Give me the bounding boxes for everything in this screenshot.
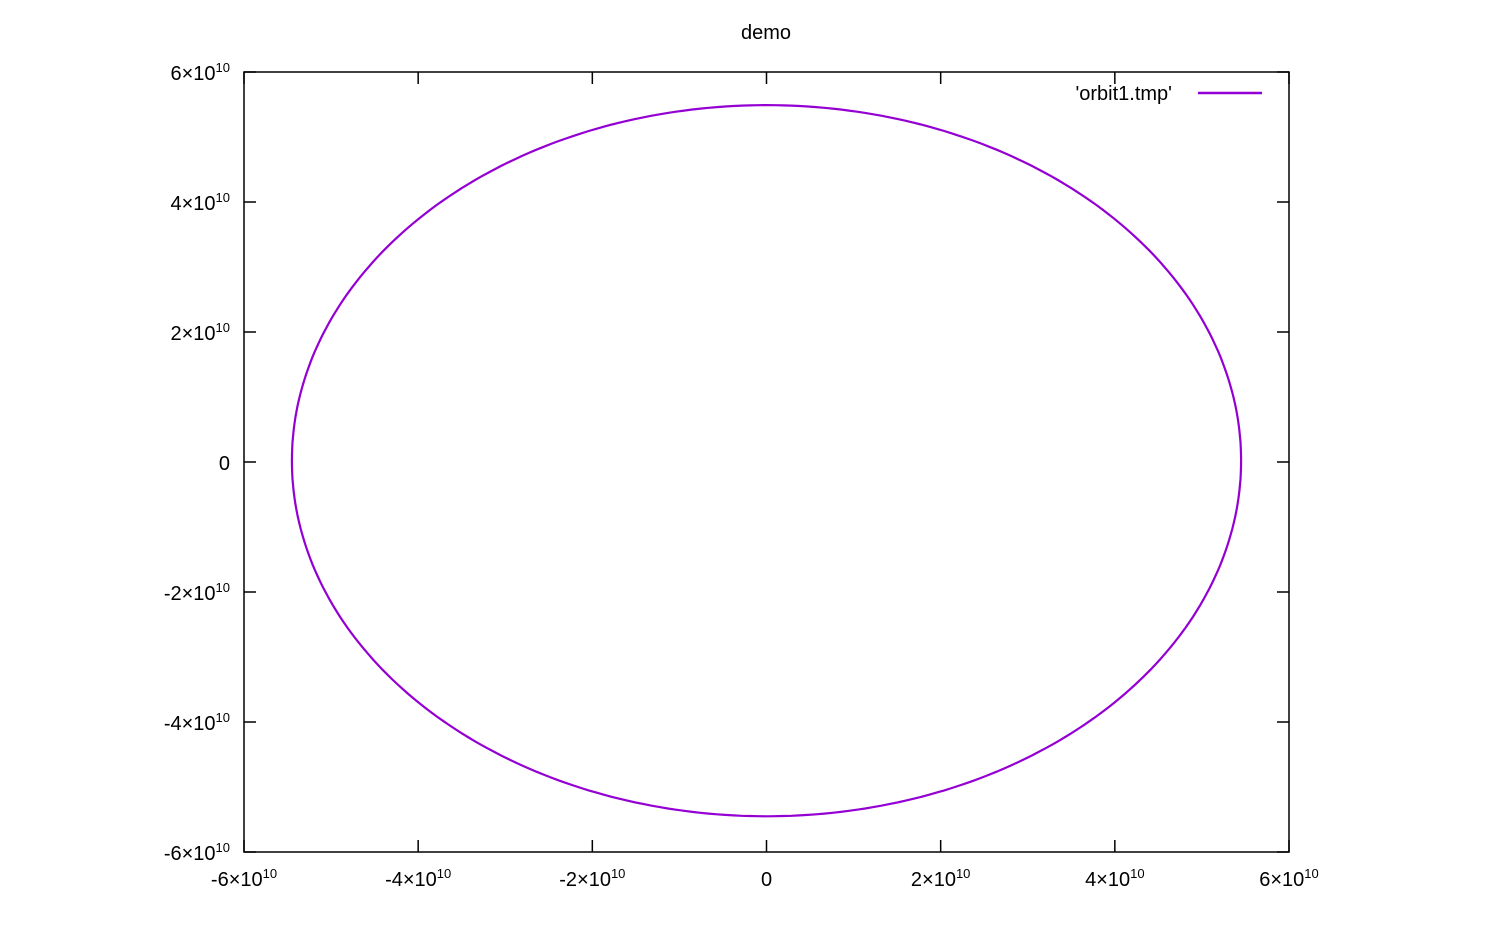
- series-layer: [290, 103, 1243, 818]
- x-tick-label-6: 6×1010: [1259, 866, 1319, 891]
- plot-frame: [243, 71, 1290, 853]
- y-tick-label-4: -2×1010: [164, 580, 230, 605]
- y-tick-label-2: 2×1010: [170, 320, 230, 345]
- y-axis-ticks: 6×1010 4×1010 2×1010 0 -2×1010 -4×1010 -6×1010: [164, 60, 1289, 865]
- chart-title: demo: [741, 22, 791, 44]
- y-tick-label-6: -6×1010: [164, 840, 230, 865]
- y-tick-label-1: 4×1010: [170, 190, 230, 215]
- x-tick-label-0: -6×1010: [211, 866, 277, 891]
- x-tick-label-5: 4×1010: [1085, 866, 1145, 891]
- x-tick-label-2: -2×1010: [559, 866, 625, 891]
- x-axis-ticks: -6×1010 -4×1010 -2×1010 0 2×1010 4×1010 6×1010: [211, 72, 1319, 891]
- y-tick-label-3: 0: [219, 453, 230, 475]
- y-tick-label-0: 6×1010: [170, 60, 230, 85]
- series-line-orbit1: [290, 103, 1243, 818]
- x-tick-label-1: -4×1010: [385, 866, 451, 891]
- x-tick-label-4: 2×1010: [911, 866, 971, 891]
- x-tick-label-3: 0: [761, 869, 772, 891]
- y-tick-label-5: -4×1010: [164, 710, 230, 735]
- legend: 'orbit1.tmp': [1075, 83, 1262, 105]
- legend-label-orbit1: 'orbit1.tmp': [1075, 83, 1172, 105]
